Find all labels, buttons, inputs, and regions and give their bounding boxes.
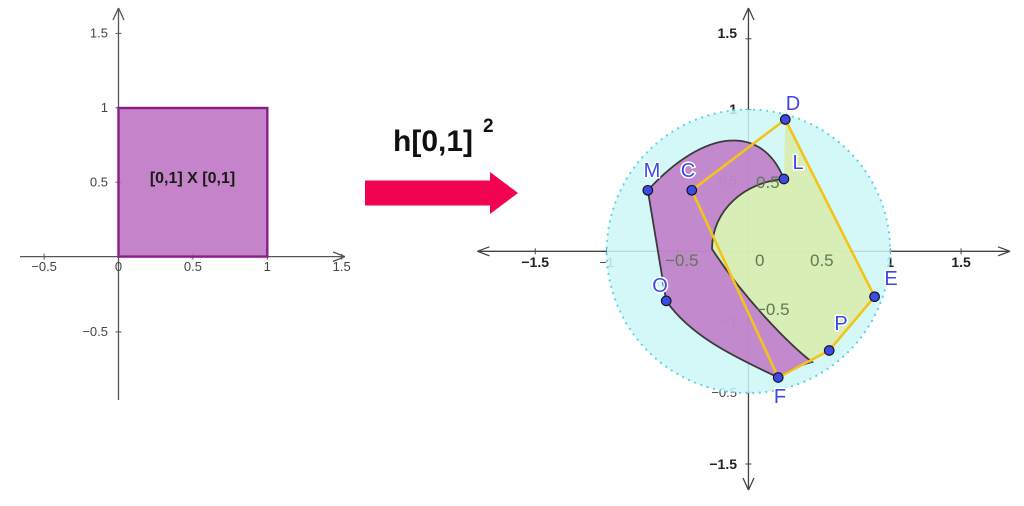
svg-text:−0.5: −0.5 — [665, 251, 699, 270]
svg-text:L: L — [792, 152, 803, 174]
svg-text:0: 0 — [115, 259, 122, 274]
svg-text:[0,1] X [0,1]: [0,1] X [0,1] — [150, 170, 235, 187]
svg-text:E: E — [884, 268, 897, 290]
svg-text:1.5: 1.5 — [333, 259, 351, 274]
svg-text:1.5: 1.5 — [90, 26, 108, 41]
svg-text:−0.5: −0.5 — [756, 300, 790, 319]
svg-text:0.5: 0.5 — [756, 173, 780, 192]
svg-text:−1.5: −1.5 — [709, 456, 737, 472]
svg-text:1: 1 — [101, 100, 108, 115]
svg-text:C: C — [681, 160, 695, 182]
svg-text:1.5: 1.5 — [718, 25, 738, 41]
svg-text:1: 1 — [264, 259, 271, 274]
svg-text:−1.5: −1.5 — [521, 254, 549, 270]
svg-text:P: P — [834, 313, 847, 335]
svg-text:−0.5: −0.5 — [31, 259, 57, 274]
svg-text:D: D — [786, 93, 800, 115]
svg-text:0: 0 — [755, 251, 764, 270]
svg-text:O: O — [652, 275, 668, 297]
svg-text:2: 2 — [483, 116, 494, 137]
svg-text:1.5: 1.5 — [951, 254, 971, 270]
svg-text:−0.5: −0.5 — [82, 324, 108, 339]
svg-text:0.5: 0.5 — [90, 175, 108, 190]
svg-text:0.5: 0.5 — [810, 251, 834, 270]
svg-text:0.5: 0.5 — [184, 259, 202, 274]
svg-text:h[0,1]: h[0,1] — [393, 125, 473, 158]
svg-text:F: F — [774, 386, 786, 408]
svg-text:M: M — [644, 160, 661, 182]
